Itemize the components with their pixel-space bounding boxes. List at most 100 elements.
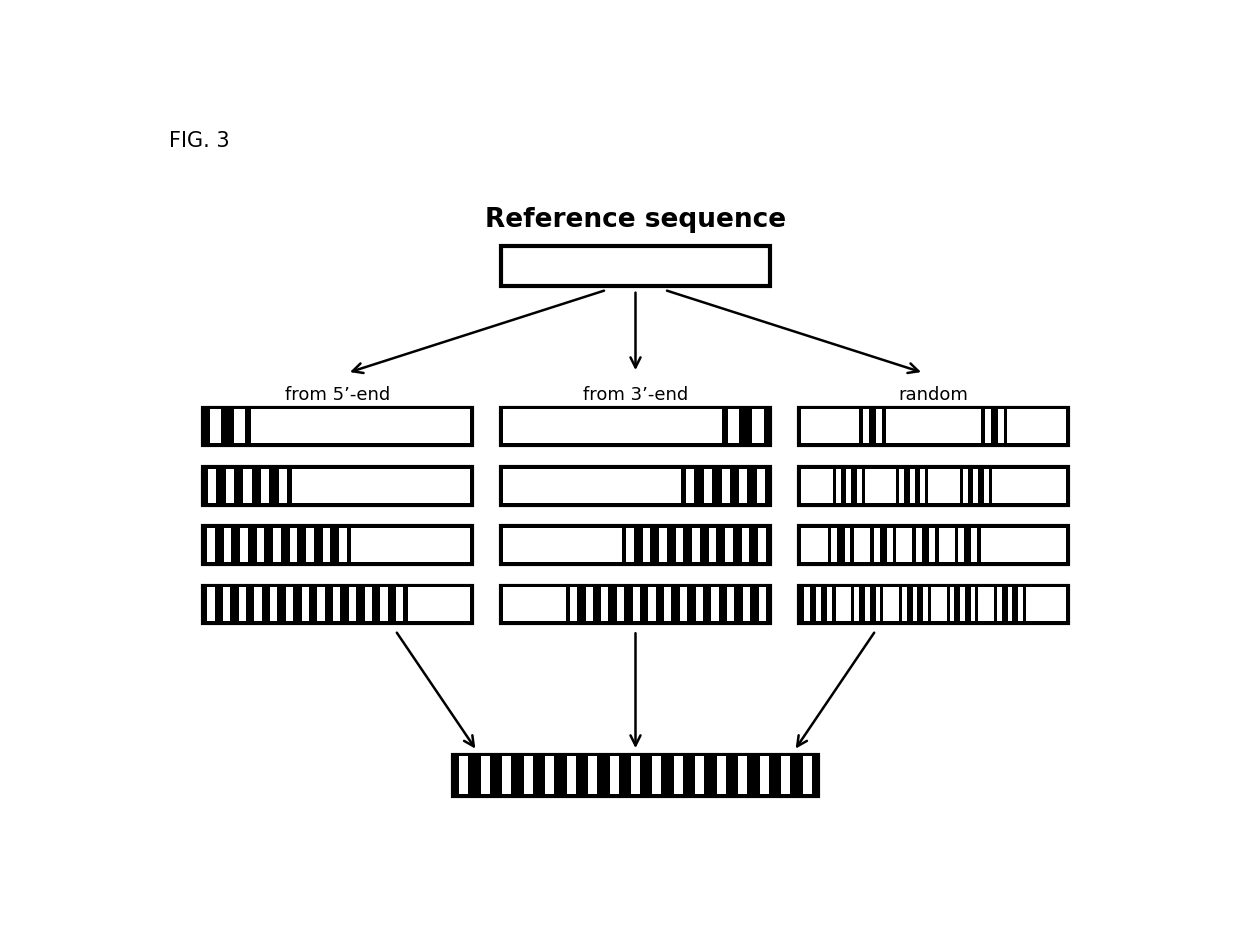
Bar xyxy=(239,588,246,622)
Bar xyxy=(680,588,687,622)
Bar xyxy=(503,409,722,443)
Bar xyxy=(286,588,293,622)
Bar xyxy=(831,528,837,562)
Bar xyxy=(722,469,729,502)
Bar xyxy=(997,588,1002,622)
Bar xyxy=(847,469,851,502)
Bar xyxy=(799,586,1068,623)
Bar xyxy=(203,586,472,623)
Bar xyxy=(805,588,810,622)
Bar xyxy=(348,588,356,622)
Bar xyxy=(738,757,748,794)
Bar xyxy=(1008,588,1012,622)
Bar xyxy=(501,467,770,504)
Bar xyxy=(854,528,870,562)
Bar xyxy=(971,588,976,622)
Bar xyxy=(887,528,893,562)
Bar xyxy=(334,588,341,622)
Bar xyxy=(992,469,1065,502)
Bar xyxy=(696,588,703,622)
Text: from 5’-end: from 5’-end xyxy=(285,386,391,404)
Bar xyxy=(503,469,681,502)
Bar xyxy=(665,588,671,622)
Bar xyxy=(696,757,704,794)
Bar xyxy=(322,528,330,562)
Bar xyxy=(301,588,309,622)
Bar xyxy=(709,528,717,562)
Bar xyxy=(799,526,1068,563)
Bar xyxy=(727,588,734,622)
Text: Reference sequence: Reference sequence xyxy=(485,208,786,234)
Bar xyxy=(874,528,879,562)
Bar xyxy=(660,528,667,562)
Bar xyxy=(210,409,221,443)
Bar xyxy=(610,757,619,794)
Bar xyxy=(931,588,946,622)
Bar xyxy=(939,528,955,562)
Bar xyxy=(642,528,651,562)
Bar xyxy=(857,469,862,502)
Bar xyxy=(836,588,852,622)
Bar xyxy=(704,469,712,502)
Bar xyxy=(270,588,278,622)
Bar xyxy=(802,757,812,794)
Bar xyxy=(501,408,770,445)
Bar xyxy=(717,757,725,794)
Bar xyxy=(864,469,897,502)
Bar xyxy=(652,757,661,794)
Bar xyxy=(863,409,869,443)
Bar xyxy=(962,469,967,502)
Bar xyxy=(481,757,490,794)
Bar xyxy=(207,588,215,622)
Bar xyxy=(618,588,624,622)
Bar xyxy=(306,528,314,562)
Bar xyxy=(262,469,269,502)
Bar xyxy=(501,246,770,286)
Text: random: random xyxy=(899,386,968,404)
Bar xyxy=(601,588,609,622)
Bar xyxy=(801,528,828,562)
Bar xyxy=(208,469,216,502)
Bar xyxy=(959,528,965,562)
Bar xyxy=(649,588,656,622)
Bar xyxy=(998,409,1003,443)
Bar xyxy=(317,588,325,622)
Bar xyxy=(503,528,622,562)
Bar xyxy=(929,528,935,562)
Bar xyxy=(758,469,765,502)
Bar xyxy=(503,588,565,622)
Text: FIG. 3: FIG. 3 xyxy=(170,131,231,151)
Bar xyxy=(875,588,880,622)
Bar xyxy=(985,409,991,443)
Bar xyxy=(273,528,280,562)
Bar xyxy=(743,588,750,622)
Bar xyxy=(910,469,915,502)
Bar xyxy=(913,588,918,622)
Bar xyxy=(923,588,928,622)
Bar xyxy=(928,469,960,502)
Bar xyxy=(801,469,833,502)
Bar xyxy=(978,588,994,622)
Bar xyxy=(546,757,554,794)
Bar xyxy=(676,528,683,562)
Bar xyxy=(290,528,298,562)
Bar xyxy=(758,528,765,562)
Bar xyxy=(339,528,347,562)
Bar xyxy=(252,409,470,443)
Bar xyxy=(567,757,575,794)
Bar xyxy=(459,757,469,794)
Bar xyxy=(901,588,906,622)
Bar xyxy=(257,528,264,562)
Bar xyxy=(950,588,955,622)
Bar xyxy=(973,469,978,502)
Bar xyxy=(365,588,372,622)
Bar xyxy=(291,469,470,502)
Bar xyxy=(588,757,596,794)
Bar xyxy=(692,528,699,562)
Bar xyxy=(816,588,821,622)
Bar xyxy=(801,409,859,443)
Text: from 3’-end: from 3’-end xyxy=(583,386,688,404)
Bar xyxy=(759,588,766,622)
Bar xyxy=(877,409,882,443)
Bar xyxy=(453,755,818,796)
